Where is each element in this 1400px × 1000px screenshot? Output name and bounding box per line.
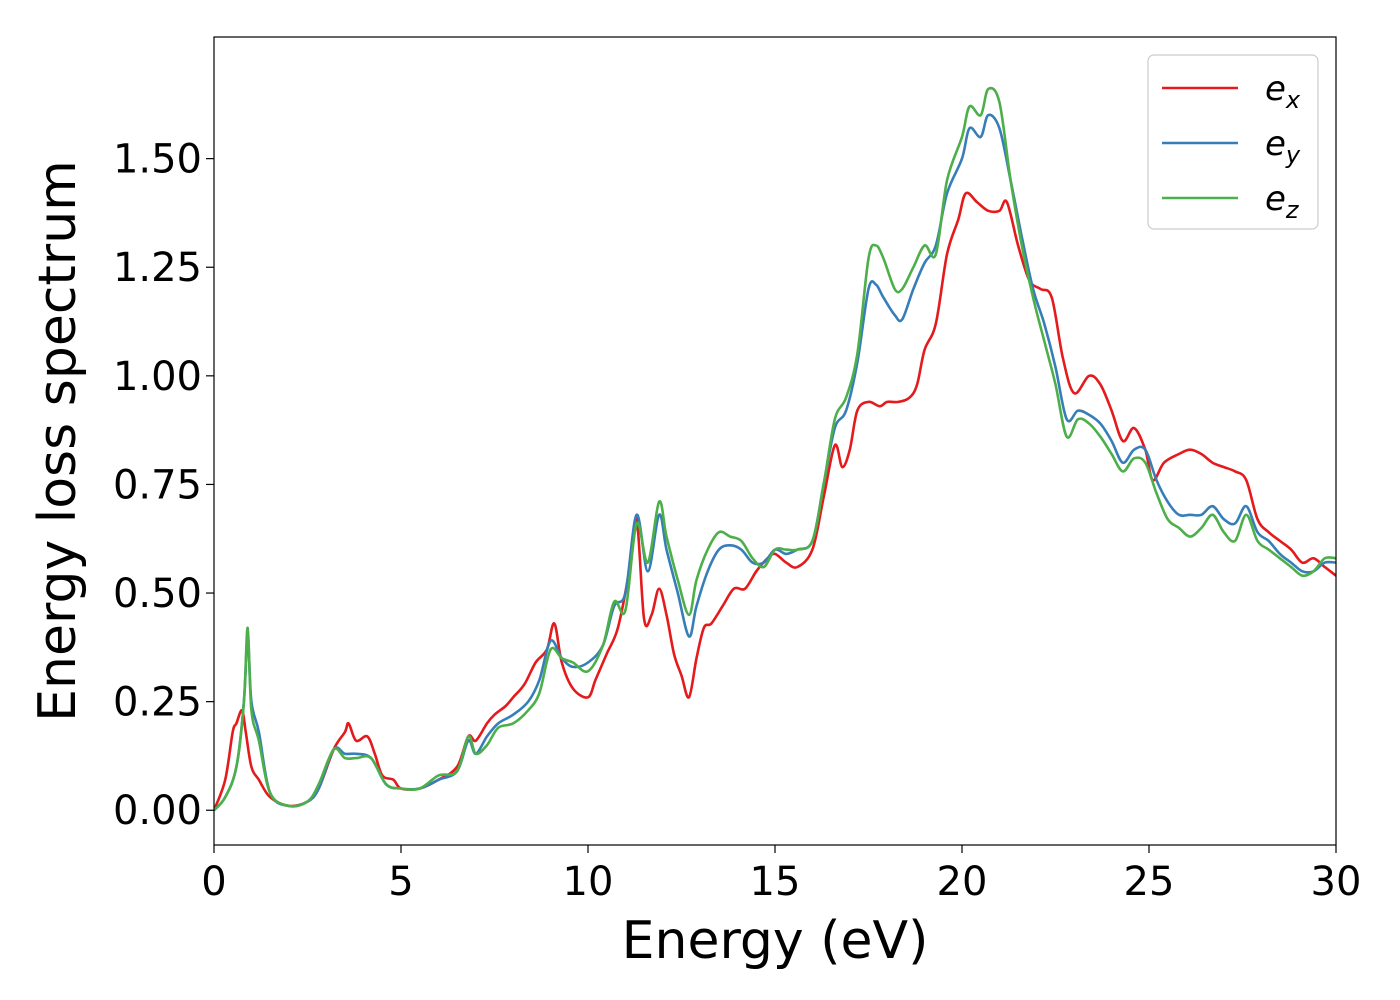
legend-entries: ex ey ez — [1162, 69, 1301, 224]
legend-label-e-z: ez — [1265, 179, 1300, 224]
series-layer — [214, 86, 1336, 812]
y-tick-label: 0.25 — [113, 680, 202, 726]
legend-label-e-y: ey — [1265, 124, 1301, 169]
plot-frame — [213, 36, 1337, 846]
x-axis-title: Energy (eV) — [622, 911, 929, 971]
x-tick-label: 30 — [1311, 859, 1362, 905]
ticks-layer: 0 5 10 15 20 25 30 0.00 0.25 0.50 0.75 1.00 1.25 1.50 — [113, 137, 1362, 905]
y-tick-label: 1.25 — [113, 245, 202, 291]
x-tick-label: 20 — [937, 859, 988, 905]
y-tick-label: 0.75 — [113, 462, 202, 508]
x-tick-label: 5 — [388, 859, 413, 905]
y-tick-label: 1.50 — [113, 137, 202, 183]
y-tick-label: 0.50 — [113, 571, 202, 617]
x-tick-label: 0 — [201, 859, 226, 905]
x-tick-label: 15 — [750, 859, 801, 905]
x-tick-label: 25 — [1124, 859, 1175, 905]
legend-label-e-x: ex — [1265, 69, 1301, 114]
series-line-e-x — [214, 191, 1336, 811]
legend: ex ey ez — [1147, 54, 1319, 230]
y-tick-label: 1.00 — [113, 354, 202, 400]
y-axis-title: Energy loss spectrum — [28, 160, 88, 722]
y-tick-label: 0.00 — [113, 788, 202, 834]
x-tick-label: 10 — [563, 859, 614, 905]
series-line-e-z — [214, 86, 1336, 812]
